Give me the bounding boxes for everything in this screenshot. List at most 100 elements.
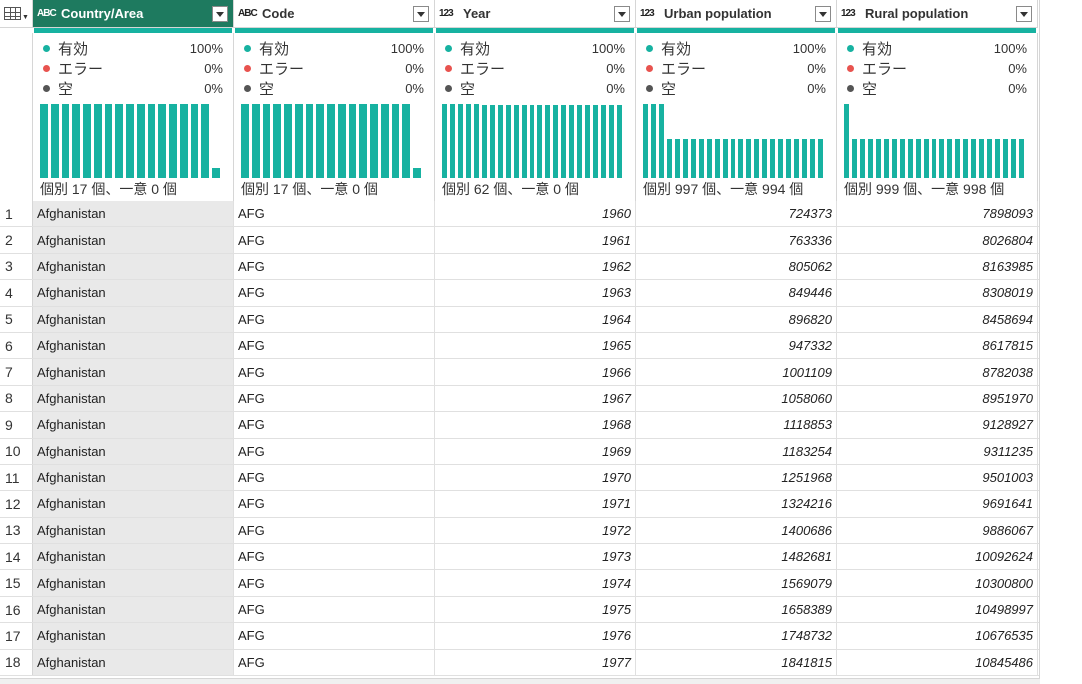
table-row[interactable]: 8 Afghanistan AFG 1967 1058060 8951970 bbox=[0, 385, 1040, 413]
column-title[interactable]: Code bbox=[262, 6, 295, 21]
table-row[interactable]: 7 Afghanistan AFG 1966 1001109 8782038 bbox=[0, 359, 1040, 386]
table-menu-icon[interactable] bbox=[4, 7, 21, 20]
distribution-bar[interactable] bbox=[262, 104, 271, 178]
row-number[interactable]: 12 bbox=[0, 491, 33, 517]
table-cell[interactable]: 10092624 bbox=[837, 544, 1038, 570]
distribution-bar[interactable] bbox=[273, 104, 282, 178]
table-row[interactable]: 4 Afghanistan AFG 1963 849446 8308019 bbox=[0, 280, 1040, 307]
distribution-bar[interactable] bbox=[481, 105, 487, 178]
table-row[interactable]: 11 Afghanistan AFG 1970 1251968 9501003 bbox=[0, 464, 1040, 492]
table-cell[interactable]: AFG bbox=[234, 385, 435, 412]
distribution-bar[interactable] bbox=[147, 104, 156, 178]
row-number[interactable]: 15 bbox=[0, 570, 33, 596]
chevron-down-icon[interactable]: ▼ bbox=[22, 14, 29, 21]
filter-dropdown-button[interactable] bbox=[413, 5, 429, 22]
distribution-bar[interactable] bbox=[1019, 138, 1024, 178]
column-header-urban-population[interactable]: 123 Urban population bbox=[636, 0, 837, 28]
distribution-bar[interactable] bbox=[899, 138, 905, 178]
table-cell[interactable]: 724373 bbox=[636, 201, 837, 227]
distribution-bar[interactable] bbox=[601, 105, 607, 178]
table-cell[interactable]: AFG bbox=[234, 359, 435, 385]
table-cell[interactable]: 8308019 bbox=[837, 280, 1038, 306]
distribution-bar[interactable] bbox=[674, 138, 680, 178]
table-cell[interactable]: Afghanistan bbox=[33, 517, 234, 544]
table-cell[interactable]: 1972 bbox=[435, 517, 636, 544]
stat-error[interactable]: エラー 0% bbox=[646, 58, 826, 78]
distribution-bar[interactable] bbox=[714, 138, 720, 178]
distribution-bar[interactable] bbox=[907, 138, 913, 178]
table-cell[interactable]: AFG bbox=[234, 517, 435, 544]
row-number[interactable]: 14 bbox=[0, 544, 33, 570]
table-cell[interactable]: 1973 bbox=[435, 544, 636, 570]
table-cell[interactable]: Afghanistan bbox=[33, 649, 234, 676]
table-cell[interactable]: 1962 bbox=[435, 253, 636, 280]
table-row[interactable]: 17 Afghanistan AFG 1976 1748732 10676535 bbox=[0, 623, 1040, 650]
distribution-bar[interactable] bbox=[370, 104, 378, 178]
stat-empty[interactable]: 空 0% bbox=[244, 78, 424, 98]
distribution-bar[interactable] bbox=[473, 104, 479, 178]
distribution-bar[interactable] bbox=[348, 104, 357, 178]
distribution-bar[interactable] bbox=[284, 104, 292, 178]
table-cell[interactable]: AFG bbox=[234, 438, 435, 464]
row-number[interactable]: 2 bbox=[0, 227, 33, 253]
distribution-bar[interactable] bbox=[489, 105, 495, 178]
table-cell[interactable]: AFG bbox=[234, 596, 435, 623]
table-cell[interactable]: 8782038 bbox=[837, 359, 1038, 385]
distribution-bar[interactable] bbox=[939, 138, 945, 178]
distribution-bar[interactable] bbox=[786, 138, 792, 178]
table-cell[interactable]: Afghanistan bbox=[33, 201, 234, 227]
distribution-bar[interactable] bbox=[754, 138, 760, 178]
table-row[interactable]: 1 Afghanistan AFG 1960 724373 7898093 bbox=[0, 201, 1040, 228]
distribution-bar[interactable] bbox=[513, 105, 519, 178]
distribution-bar[interactable] bbox=[465, 104, 471, 178]
table-cell[interactable]: Afghanistan bbox=[33, 412, 234, 438]
distribution-bar[interactable] bbox=[1011, 138, 1017, 178]
table-cell[interactable]: AFG bbox=[234, 412, 435, 438]
distribution-bar[interactable] bbox=[212, 167, 220, 178]
table-cell[interactable]: 8951970 bbox=[837, 385, 1038, 412]
table-cell[interactable]: 1970 bbox=[435, 464, 636, 491]
table-cell[interactable]: 763336 bbox=[636, 227, 837, 253]
table-cell[interactable]: Afghanistan bbox=[33, 332, 234, 359]
table-cell[interactable]: AFG bbox=[234, 464, 435, 491]
row-number[interactable]: 10 bbox=[0, 438, 33, 464]
distribution-bar[interactable] bbox=[593, 105, 599, 178]
distribution-bar[interactable] bbox=[380, 104, 389, 178]
table-cell[interactable]: AFG bbox=[234, 649, 435, 676]
table-cell[interactable]: 1975 bbox=[435, 596, 636, 623]
table-cell[interactable]: 8458694 bbox=[837, 306, 1038, 332]
distribution-bar[interactable] bbox=[738, 138, 744, 178]
table-cell[interactable]: 1748732 bbox=[636, 623, 837, 649]
table-cell[interactable]: 1324216 bbox=[636, 491, 837, 517]
distribution-bar[interactable] bbox=[402, 104, 411, 178]
distribution-bar[interactable] bbox=[844, 104, 849, 178]
table-row[interactable]: 15 Afghanistan AFG 1974 1569079 10300800 bbox=[0, 570, 1040, 597]
table-cell[interactable]: Afghanistan bbox=[33, 570, 234, 596]
stat-empty[interactable]: 空 0% bbox=[43, 78, 223, 98]
distribution-bar[interactable] bbox=[851, 138, 857, 178]
stat-valid[interactable]: 有効 100% bbox=[43, 38, 223, 58]
distribution-bar[interactable] bbox=[83, 104, 91, 178]
distribution-bar[interactable] bbox=[359, 104, 368, 178]
table-cell[interactable]: 9886067 bbox=[837, 517, 1038, 544]
number-type-icon[interactable]: 123 bbox=[841, 8, 856, 19]
table-row[interactable]: 10 Afghanistan AFG 1969 1183254 9311235 bbox=[0, 438, 1040, 465]
distribution-bar[interactable] bbox=[553, 105, 559, 178]
table-cell[interactable]: Afghanistan bbox=[33, 544, 234, 570]
value-distribution-chart[interactable] bbox=[40, 104, 220, 178]
distribution-bar[interactable] bbox=[241, 104, 249, 178]
distribution-bar[interactable] bbox=[947, 138, 953, 178]
distribution-bar[interactable] bbox=[643, 104, 648, 178]
distribution-bar[interactable] bbox=[115, 104, 124, 178]
row-number[interactable]: 18 bbox=[0, 649, 33, 676]
row-number[interactable]: 13 bbox=[0, 517, 33, 544]
filter-dropdown-button[interactable] bbox=[614, 5, 630, 22]
distribution-bar[interactable] bbox=[770, 138, 776, 178]
table-row[interactable]: 5 Afghanistan AFG 1964 896820 8458694 bbox=[0, 306, 1040, 333]
table-cell[interactable]: 1569079 bbox=[636, 570, 837, 596]
table-cell[interactable]: 9311235 bbox=[837, 438, 1038, 464]
distribution-bar[interactable] bbox=[778, 138, 784, 178]
distribution-bar[interactable] bbox=[497, 105, 503, 178]
table-cell[interactable]: Afghanistan bbox=[33, 491, 234, 517]
distribution-bar[interactable] bbox=[987, 138, 993, 178]
